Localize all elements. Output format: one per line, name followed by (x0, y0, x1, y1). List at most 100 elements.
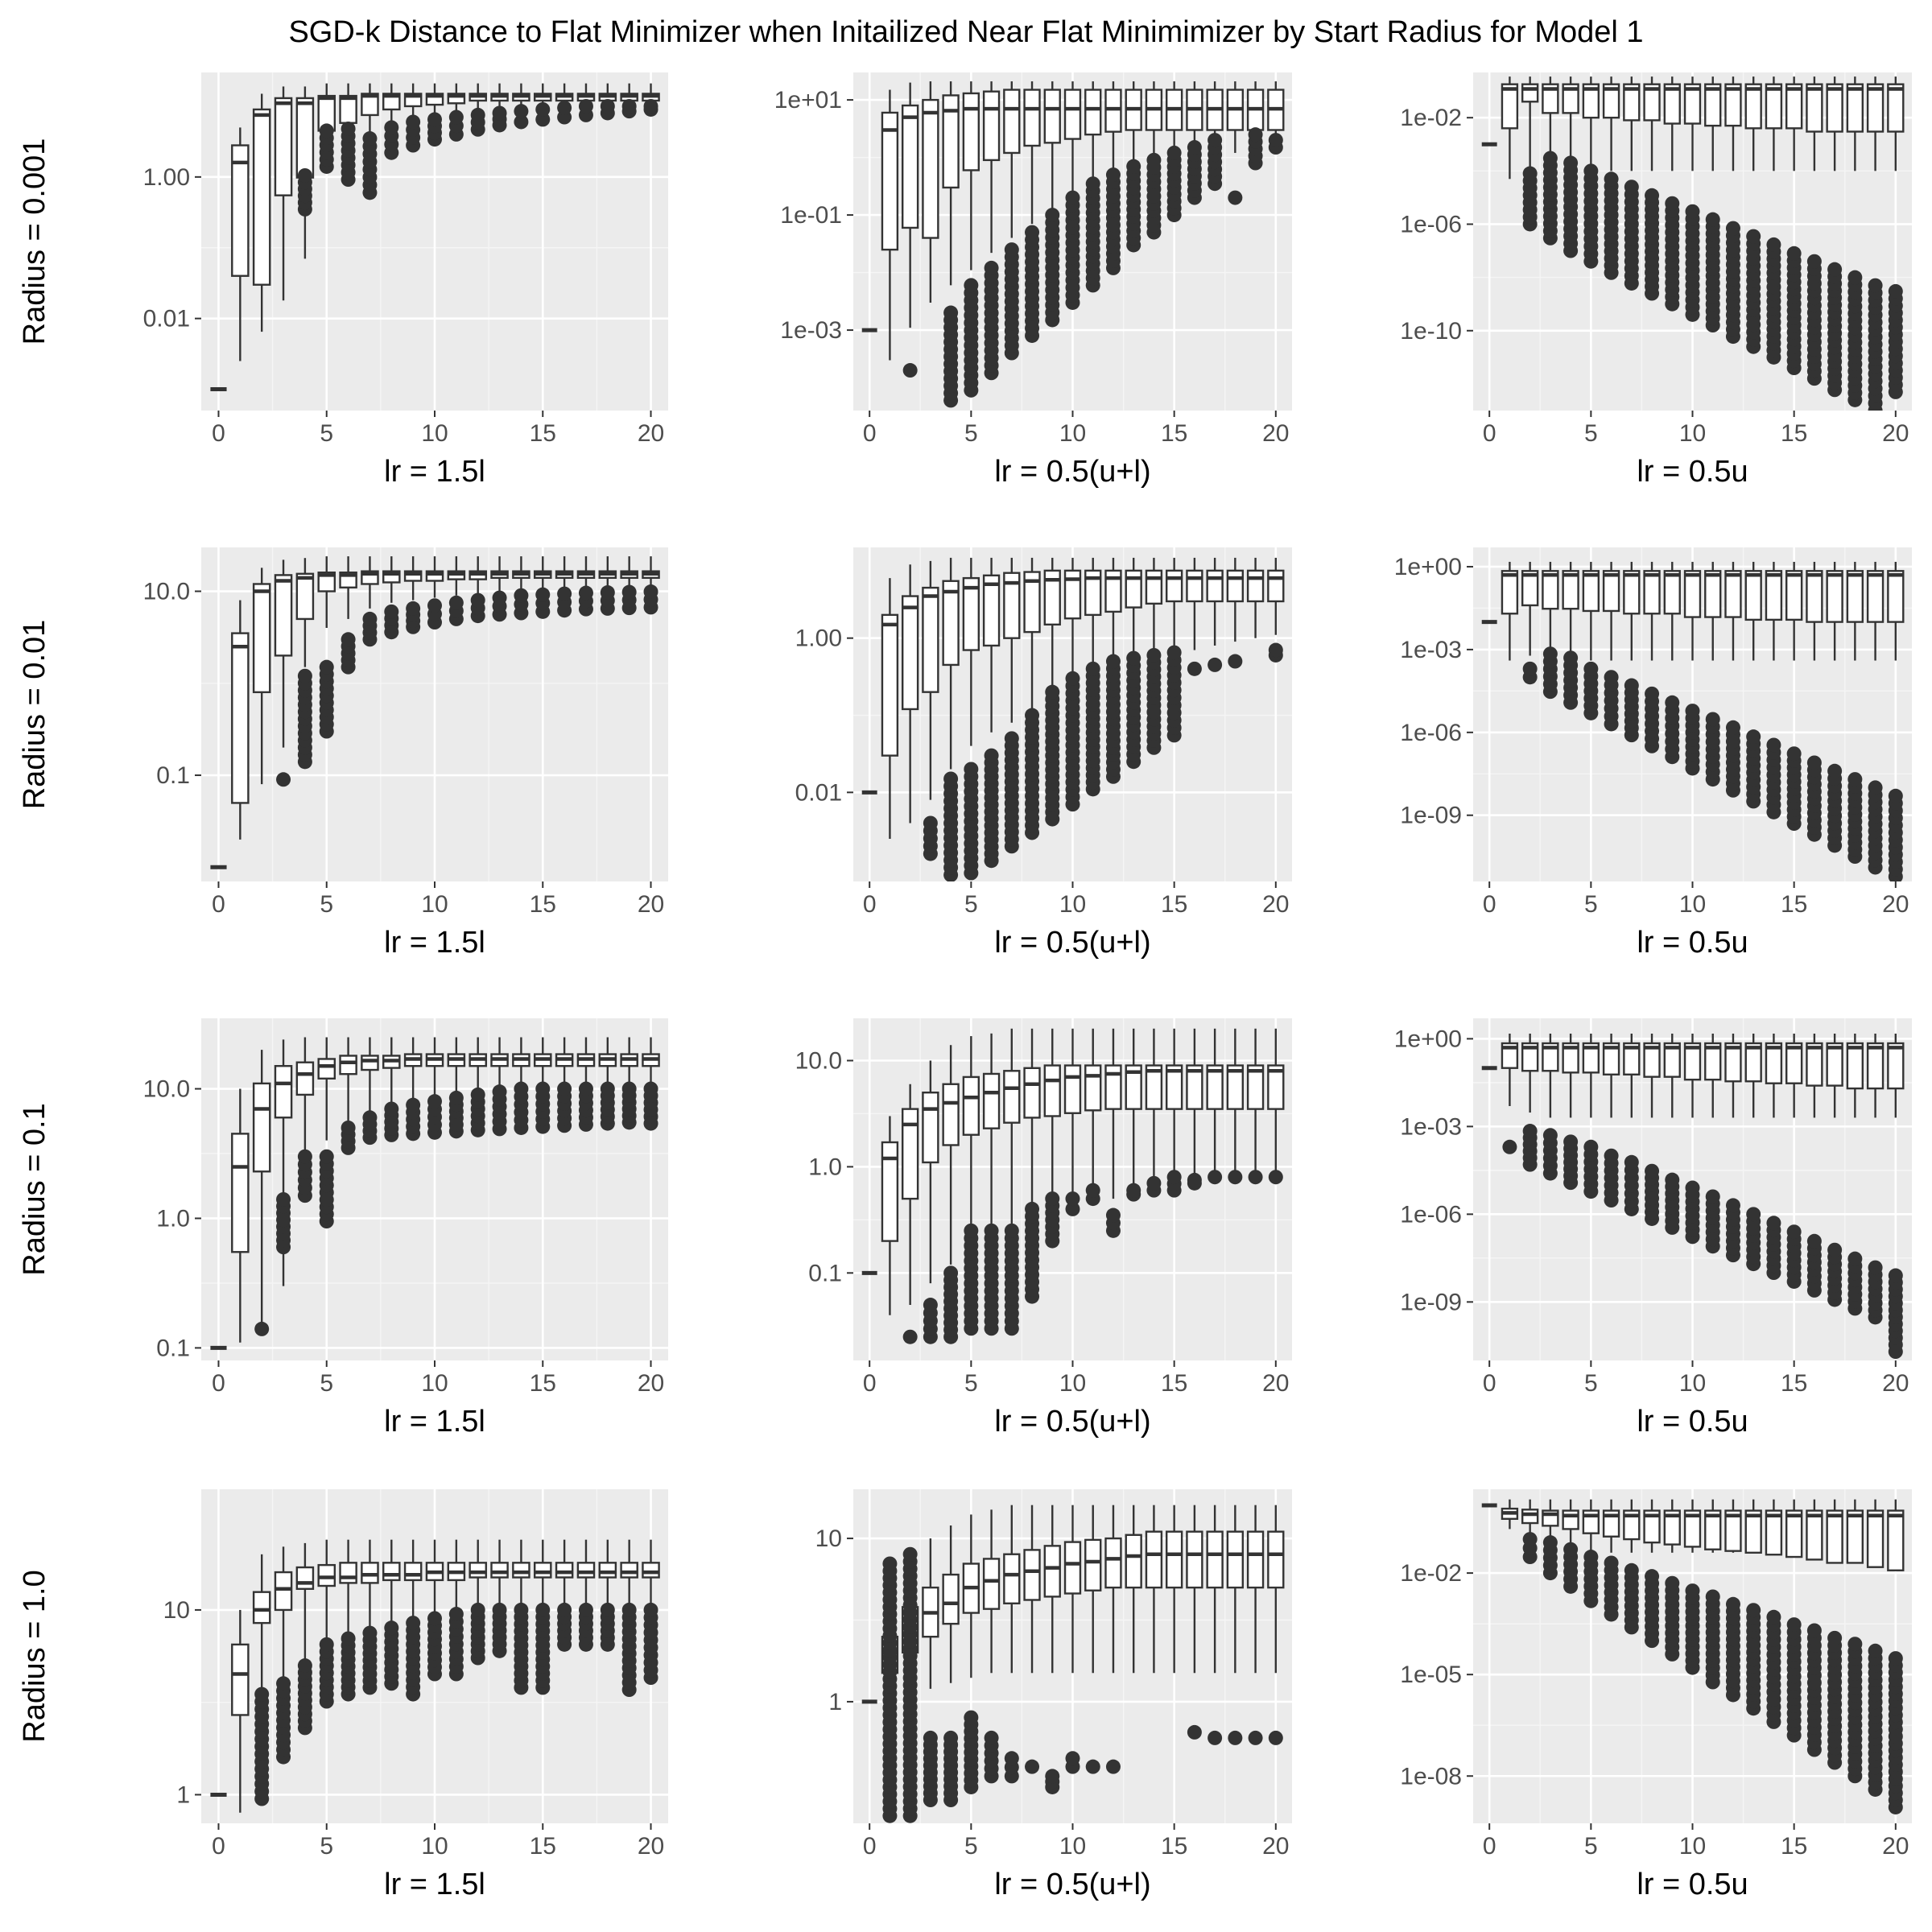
y-tick-label: 1e-03 (1400, 1113, 1462, 1140)
box-iqr (1267, 1064, 1285, 1110)
outlier-point (1187, 140, 1202, 155)
box-k6 (339, 556, 357, 675)
x-tick-label: 20 (638, 1370, 664, 1397)
outlier-point (1746, 1603, 1761, 1618)
box-k8 (1023, 557, 1041, 840)
outlier-point (341, 1631, 356, 1646)
outlier-point (470, 592, 485, 608)
box-k17 (1826, 76, 1843, 398)
panel-r2-c2: 0 5 10 15 20 0.01 1.00 lr = 0.5(u+l) (795, 547, 1292, 960)
outlier-point (319, 1637, 334, 1652)
box-iqr (1582, 570, 1600, 613)
box-iqr (1206, 1530, 1224, 1589)
box-k17 (576, 556, 596, 617)
outlier-point (1847, 1637, 1863, 1652)
outlier-point (984, 1730, 999, 1745)
plot-area (861, 81, 1285, 408)
box-k2 (252, 93, 271, 332)
box-iqr (620, 1562, 638, 1579)
box-iqr (1043, 1545, 1061, 1598)
box-iqr (1246, 1064, 1265, 1110)
box-iqr (1887, 570, 1905, 623)
outlier-point (1522, 1124, 1538, 1139)
box-iqr (361, 93, 379, 117)
outlier-point (1725, 720, 1740, 735)
box-k6 (1602, 1499, 1620, 1622)
box-iqr (1866, 1509, 1885, 1568)
box-k14 (1765, 76, 1783, 365)
outlier-point (535, 112, 551, 127)
outlier-point (1868, 780, 1883, 795)
outlier-point (384, 120, 399, 135)
plot-area (1481, 1499, 1905, 1814)
box-k1 (881, 89, 899, 361)
box-iqr (295, 1061, 315, 1096)
box-k8 (1643, 1499, 1661, 1649)
y-tick-label: 1e-10 (1400, 318, 1462, 345)
box-k11 (1704, 1033, 1722, 1254)
y-tick-label: 1e-08 (1400, 1763, 1462, 1790)
box-k16 (1186, 557, 1203, 676)
box-k15 (533, 1539, 552, 1695)
outlier-point (1065, 671, 1080, 686)
box-k5 (962, 1036, 980, 1336)
box-iqr (469, 1562, 487, 1579)
box-k2 (1521, 561, 1539, 685)
box-iqr (962, 1075, 980, 1136)
outlier-point (1725, 1198, 1740, 1213)
box-iqr (447, 93, 466, 105)
y-tick-label: 1e-09 (1400, 803, 1462, 829)
outlier-point (1563, 1542, 1579, 1557)
outlier-point (341, 1120, 356, 1135)
box-iqr (1063, 1064, 1082, 1114)
box-k18 (1846, 561, 1864, 865)
outlier-point (1228, 654, 1243, 669)
outlier-point (470, 107, 485, 122)
box-iqr (1562, 1042, 1579, 1074)
box-iqr (1663, 1042, 1681, 1078)
outlier-point (535, 1081, 551, 1096)
box-k8 (1023, 81, 1041, 343)
box-k11 (1084, 557, 1102, 797)
box-iqr (1602, 570, 1620, 613)
outlier-point (1604, 1148, 1619, 1163)
outlier-point (1025, 1759, 1040, 1774)
box-k16 (1186, 1028, 1203, 1191)
box-k4 (295, 86, 315, 259)
box-iqr (1063, 89, 1082, 140)
y-tick-label: 10 (163, 1597, 190, 1624)
y-tick-label: 0.1 (156, 1335, 190, 1361)
box-k12 (1104, 1028, 1122, 1238)
y-tick-label: 1e-06 (1400, 720, 1462, 746)
box-k15 (1165, 1505, 1183, 1674)
outlier-point (1563, 650, 1579, 666)
box-k16 (1806, 561, 1823, 842)
outlier-point (1847, 1251, 1863, 1266)
outlier-point (643, 1081, 658, 1096)
box-iqr (1063, 1541, 1082, 1595)
outlier-point (1665, 695, 1680, 710)
outlier-point (448, 1607, 464, 1622)
box-k18 (598, 1037, 617, 1131)
row-label-3: Radius = 0.1 (18, 1103, 52, 1275)
x-tick-label: 5 (1584, 891, 1598, 918)
outlier-point (1685, 1583, 1700, 1599)
outlier-point (1645, 1569, 1660, 1584)
panel-r3-c3: 0 5 10 15 20 1e-09 1e-06 1e-03 1e+00 lr = 0.5u (1394, 1018, 1912, 1439)
y-tick-label: 10.0 (795, 1047, 842, 1074)
outlier-point (1166, 145, 1182, 160)
box-k8 (1023, 1028, 1041, 1304)
x-tick-label: 5 (964, 1370, 978, 1397)
box-iqr (962, 92, 980, 171)
x-tick-label: 15 (1161, 420, 1187, 447)
outlier-point (1045, 1769, 1060, 1784)
box-iqr (576, 1562, 596, 1579)
box-k10 (1683, 1499, 1702, 1675)
outlier-point (514, 1081, 529, 1096)
x-tick-label: 0 (1483, 1833, 1496, 1860)
outlier-point (514, 104, 529, 119)
outlier-point (1868, 1643, 1883, 1658)
box-k7 (361, 83, 379, 200)
box-k17 (1826, 561, 1843, 853)
